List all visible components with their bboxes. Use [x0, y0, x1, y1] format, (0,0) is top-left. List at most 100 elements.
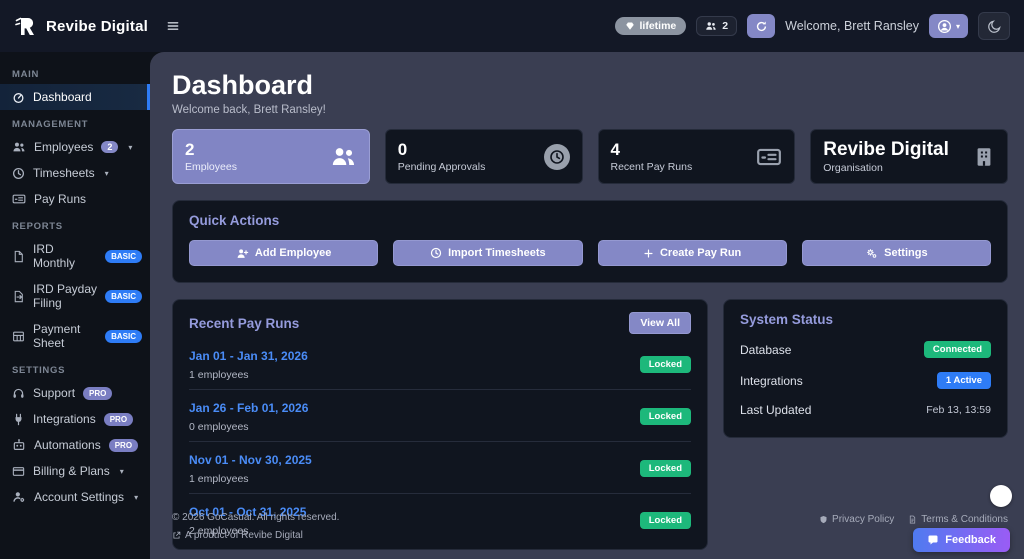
- sidebar-item-payment-sheet[interactable]: Payment Sheet BASIC: [0, 316, 150, 356]
- pro-badge: PRO: [103, 412, 134, 426]
- user-menu-button[interactable]: ▾: [928, 14, 968, 38]
- shield-icon: [819, 515, 828, 524]
- circle-user-icon: [937, 19, 952, 34]
- pay-run-row: Oct 01 - Oct 31, 2025 2 employees Locked: [189, 494, 691, 545]
- status-row-database: Database Connected: [740, 341, 991, 358]
- brand[interactable]: Revibe Digital: [14, 14, 180, 38]
- quick-actions-title: Quick Actions: [189, 213, 280, 228]
- refresh-button[interactable]: [747, 14, 776, 38]
- table-icon: [12, 330, 25, 343]
- sidebar-item-label: Integrations: [33, 412, 96, 426]
- sidebar-item-billing-plans[interactable]: Billing & Plans: [0, 458, 150, 484]
- pay-run-row: Nov 01 - Nov 30, 2025 1 employees Locked: [189, 442, 691, 494]
- settings-button[interactable]: Settings: [801, 240, 991, 266]
- brand-logo-icon: [14, 14, 38, 38]
- sidebar-item-label: Payment Sheet: [33, 322, 81, 350]
- sidebar-item-timesheets[interactable]: Timesheets: [0, 160, 150, 186]
- stat-value: Revibe Digital: [823, 139, 949, 161]
- create-pay-run-button[interactable]: Create Pay Run: [597, 240, 787, 266]
- stat-card-recent-pay-runs[interactable]: 4 Recent Pay Runs: [597, 129, 796, 184]
- pay-run-employees: 0 employees: [189, 421, 249, 433]
- sidebar-section-reports: REPORTS: [12, 221, 63, 232]
- footer-link-label: Terms & Conditions: [921, 514, 1008, 525]
- clock-icon: [543, 143, 570, 170]
- sidebar-item-integrations[interactable]: Integrations PRO: [0, 406, 150, 432]
- refresh-icon: [755, 20, 768, 33]
- sidebar-item-support[interactable]: Support PRO: [0, 380, 150, 406]
- pay-run-employees: 2 employees: [189, 525, 249, 537]
- stat-card-pending-approvals[interactable]: 0 Pending Approvals: [384, 129, 583, 184]
- page-subtitle: Welcome back, Brett Ransley!: [172, 104, 326, 116]
- status-label: Database: [740, 342, 792, 357]
- user-gear-icon: [12, 490, 26, 504]
- sidebar-item-label: Billing & Plans: [33, 464, 110, 478]
- users-icon: [330, 143, 357, 170]
- clickup-widget-button[interactable]: [990, 485, 1012, 507]
- money-check-icon: [756, 144, 782, 170]
- connected-status-badge: Connected: [923, 341, 991, 358]
- locked-status-badge: Locked: [639, 511, 691, 529]
- product-link[interactable]: A product of Revibe Digital: [185, 530, 303, 541]
- robot-icon: [12, 438, 26, 452]
- view-all-button[interactable]: View All: [629, 312, 691, 334]
- sidebar-item-pay-runs[interactable]: Pay Runs: [0, 186, 150, 212]
- import-timesheets-button[interactable]: Import Timesheets: [393, 240, 583, 266]
- stat-label: Pending Approvals: [397, 160, 486, 173]
- sidebar-item-employees[interactable]: Employees 2: [0, 134, 150, 160]
- system-status-title: System Status: [740, 312, 834, 327]
- sidebar-item-label: Support: [33, 386, 76, 400]
- pay-run-period-link[interactable]: Nov 01 - Nov 30, 2025: [189, 453, 312, 467]
- button-label: Import Timesheets: [448, 247, 546, 259]
- footer-left: © 2026 GoCasual. All rights reserved. A …: [172, 512, 339, 541]
- privacy-policy-link[interactable]: Privacy Policy: [819, 514, 894, 525]
- quick-actions-panel: Quick Actions Add Employee Import Timesh…: [172, 200, 1008, 283]
- stat-value: 4: [610, 140, 620, 160]
- pay-run-row: Jan 26 - Feb 01, 2026 0 employees Locked: [189, 390, 691, 442]
- sidebar-item-label: Timesheets: [33, 166, 95, 180]
- user-plus-icon: [236, 247, 249, 260]
- sidebar-item-ird-payday-filing[interactable]: IRD Payday Filing BASIC: [0, 276, 150, 316]
- stat-card-employees[interactable]: 2 Employees: [172, 129, 370, 184]
- dark-mode-toggle[interactable]: [978, 12, 1010, 40]
- clock-icon: [12, 167, 25, 180]
- sidebar: MAIN Dashboard MANAGEMENT Employees 2 Ti…: [0, 52, 150, 559]
- users-icon: [12, 140, 26, 154]
- brand-name: Revibe Digital: [46, 17, 148, 35]
- file-lines-icon: [908, 515, 917, 524]
- sidebar-toggle-icon[interactable]: [166, 19, 180, 33]
- stat-card-organisation[interactable]: Revibe Digital Organisation: [810, 129, 1008, 184]
- headset-icon: [12, 387, 25, 400]
- feedback-button[interactable]: Feedback: [913, 528, 1010, 552]
- sidebar-item-ird-monthly[interactable]: IRD Monthly BASIC: [0, 236, 150, 276]
- last-updated-value: Feb 13, 13:59: [926, 404, 991, 416]
- sidebar-item-dashboard[interactable]: Dashboard: [0, 84, 150, 110]
- clock-icon: [430, 247, 442, 259]
- plan-badge: lifetime: [614, 17, 687, 35]
- plus-icon: [643, 248, 654, 259]
- stat-label: Employees: [185, 160, 237, 173]
- pay-run-period-link[interactable]: Oct 01 - Oct 31, 2025: [189, 505, 307, 519]
- pro-badge: PRO: [108, 438, 139, 452]
- button-label: Create Pay Run: [659, 247, 742, 259]
- comment-icon: [927, 534, 939, 546]
- footer-links: Privacy Policy Terms & Conditions: [819, 514, 1008, 525]
- pay-run-period-link[interactable]: Jan 26 - Feb 01, 2026: [189, 401, 309, 415]
- basic-badge: BASIC: [105, 329, 142, 343]
- status-label: Integrations: [740, 373, 803, 388]
- file-icon: [12, 250, 25, 263]
- sidebar-item-label: IRD Payday Filing: [33, 282, 98, 310]
- plug-icon: [12, 413, 25, 426]
- terms-conditions-link[interactable]: Terms & Conditions: [908, 514, 1008, 525]
- status-row-integrations: Integrations 1 Active: [740, 372, 991, 389]
- stat-value: 0: [397, 140, 408, 160]
- money-check-icon: [12, 192, 26, 206]
- pay-run-employees: 1 employees: [189, 473, 249, 485]
- users-icon: [705, 20, 717, 32]
- sidebar-item-automations[interactable]: Automations PRO: [0, 432, 150, 458]
- pay-run-period-link[interactable]: Jan 01 - Jan 31, 2026: [189, 349, 308, 363]
- sidebar-section-management: MANAGEMENT: [12, 119, 89, 130]
- sidebar-item-account-settings[interactable]: Account Settings: [0, 484, 150, 510]
- add-employee-button[interactable]: Add Employee: [189, 240, 379, 266]
- page-title: Dashboard: [172, 70, 314, 100]
- button-label: Add Employee: [254, 247, 332, 259]
